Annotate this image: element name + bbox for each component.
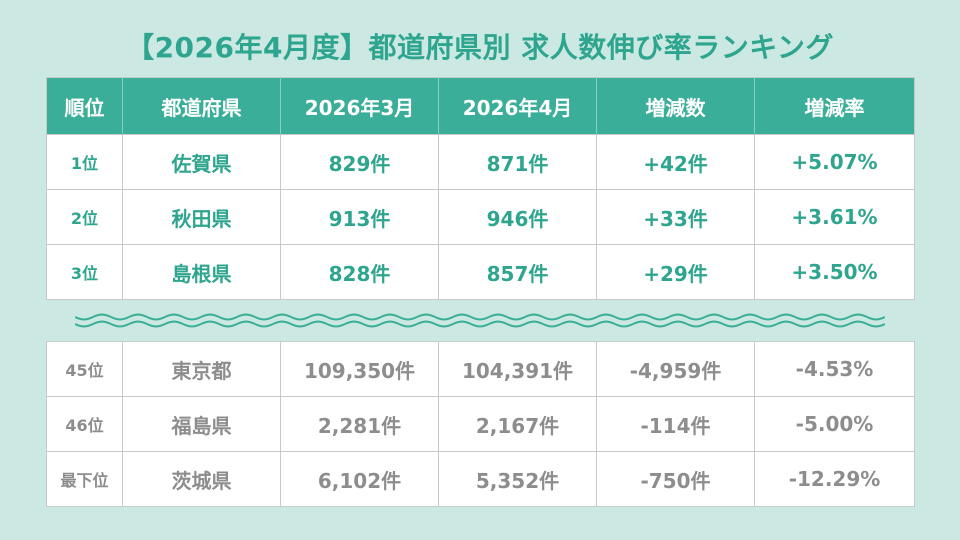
rate-cell: -5.00% bbox=[754, 396, 915, 452]
ranking-table-top: 順位 都道府県 2026年3月 2026年4月 増減数 増減率 1位 佐賀県 8… bbox=[46, 77, 915, 300]
table-row: 46位 福島県 2,281件 2,167件 -114件 -5.00% bbox=[46, 396, 915, 452]
header-change: 増減数 bbox=[596, 77, 755, 135]
change-cell: +29件 bbox=[596, 244, 755, 300]
page-title: 【2026年4月度】都道府県別 求人数伸び率ランキング bbox=[126, 31, 834, 64]
rank-cell: 1位 bbox=[46, 134, 123, 190]
rank-cell: 2位 bbox=[46, 189, 123, 245]
april-cell: 5,352件 bbox=[438, 451, 597, 507]
change-cell: -750件 bbox=[596, 451, 755, 507]
header-prefecture: 都道府県 bbox=[122, 77, 281, 135]
prefecture-cell: 茨城県 bbox=[122, 451, 281, 507]
march-cell: 109,350件 bbox=[280, 341, 439, 397]
table-row: 2位 秋田県 913件 946件 +33件 +3.61% bbox=[46, 189, 915, 245]
wave-line-upper bbox=[75, 313, 885, 321]
march-cell: 829件 bbox=[280, 134, 439, 190]
rate-cell: -12.29% bbox=[754, 451, 915, 507]
prefecture-cell: 島根県 bbox=[122, 244, 281, 300]
rank-cell: 最下位 bbox=[46, 451, 123, 507]
wave-line-lower bbox=[75, 320, 885, 328]
march-cell: 828件 bbox=[280, 244, 439, 300]
change-cell: +42件 bbox=[596, 134, 755, 190]
march-cell: 2,281件 bbox=[280, 396, 439, 452]
april-cell: 104,391件 bbox=[438, 341, 597, 397]
march-cell: 913件 bbox=[280, 189, 439, 245]
prefecture-cell: 東京都 bbox=[122, 341, 281, 397]
rank-cell: 45位 bbox=[46, 341, 123, 397]
table-row: 1位 佐賀県 829件 871件 +42件 +5.07% bbox=[46, 134, 915, 190]
table-row: 3位 島根県 828件 857件 +29件 +3.50% bbox=[46, 244, 915, 300]
ranking-table-bottom: 45位 東京都 109,350件 104,391件 -4,959件 -4.53%… bbox=[46, 341, 915, 507]
wave-divider bbox=[75, 313, 885, 328]
april-cell: 2,167件 bbox=[438, 396, 597, 452]
table-header-row: 順位 都道府県 2026年3月 2026年4月 増減数 増減率 bbox=[46, 77, 915, 135]
rate-cell: +5.07% bbox=[754, 134, 915, 190]
table-row: 45位 東京都 109,350件 104,391件 -4,959件 -4.53% bbox=[46, 341, 915, 397]
april-cell: 871件 bbox=[438, 134, 597, 190]
march-cell: 6,102件 bbox=[280, 451, 439, 507]
change-cell: +33件 bbox=[596, 189, 755, 245]
prefecture-cell: 秋田県 bbox=[122, 189, 281, 245]
rate-cell: -4.53% bbox=[754, 341, 915, 397]
table-row: 最下位 茨城県 6,102件 5,352件 -750件 -12.29% bbox=[46, 451, 915, 507]
rank-cell: 3位 bbox=[46, 244, 123, 300]
prefecture-cell: 佐賀県 bbox=[122, 134, 281, 190]
header-march: 2026年3月 bbox=[280, 77, 439, 135]
april-cell: 946件 bbox=[438, 189, 597, 245]
header-rank: 順位 bbox=[46, 77, 123, 135]
change-cell: -114件 bbox=[596, 396, 755, 452]
change-cell: -4,959件 bbox=[596, 341, 755, 397]
rank-cell: 46位 bbox=[46, 396, 123, 452]
prefecture-cell: 福島県 bbox=[122, 396, 281, 452]
header-change-rate: 増減率 bbox=[754, 77, 915, 135]
rate-cell: +3.50% bbox=[754, 244, 915, 300]
rate-cell: +3.61% bbox=[754, 189, 915, 245]
april-cell: 857件 bbox=[438, 244, 597, 300]
header-april: 2026年4月 bbox=[438, 77, 597, 135]
